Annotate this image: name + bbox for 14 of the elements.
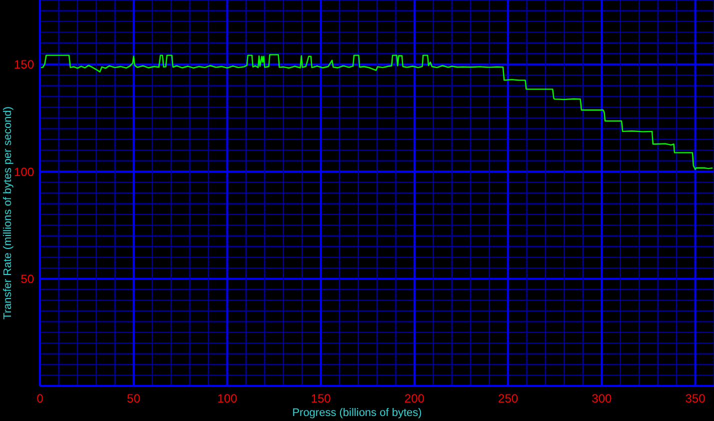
x-tick-label: 350 — [685, 392, 706, 406]
x-axis-title: Progress (billions of bytes) — [292, 407, 422, 419]
x-tick-label: 300 — [592, 392, 612, 406]
y-tick-label: 50 — [20, 272, 34, 286]
y-tick-label: 100 — [14, 164, 34, 179]
y-tick-label: 150 — [14, 58, 34, 72]
y-axis-title: Transfer Rate (millions of bytes per second) — [2, 106, 14, 320]
x-tick-label: 150 — [310, 392, 332, 406]
x-tick-label: 50 — [126, 392, 141, 406]
x-tick-label: 100 — [217, 392, 238, 406]
x-tick-label: 200 — [404, 392, 425, 406]
x-tick-label: 250 — [498, 392, 518, 406]
x-tick-label: 0 — [36, 392, 44, 406]
line-series — [40, 54, 714, 170]
